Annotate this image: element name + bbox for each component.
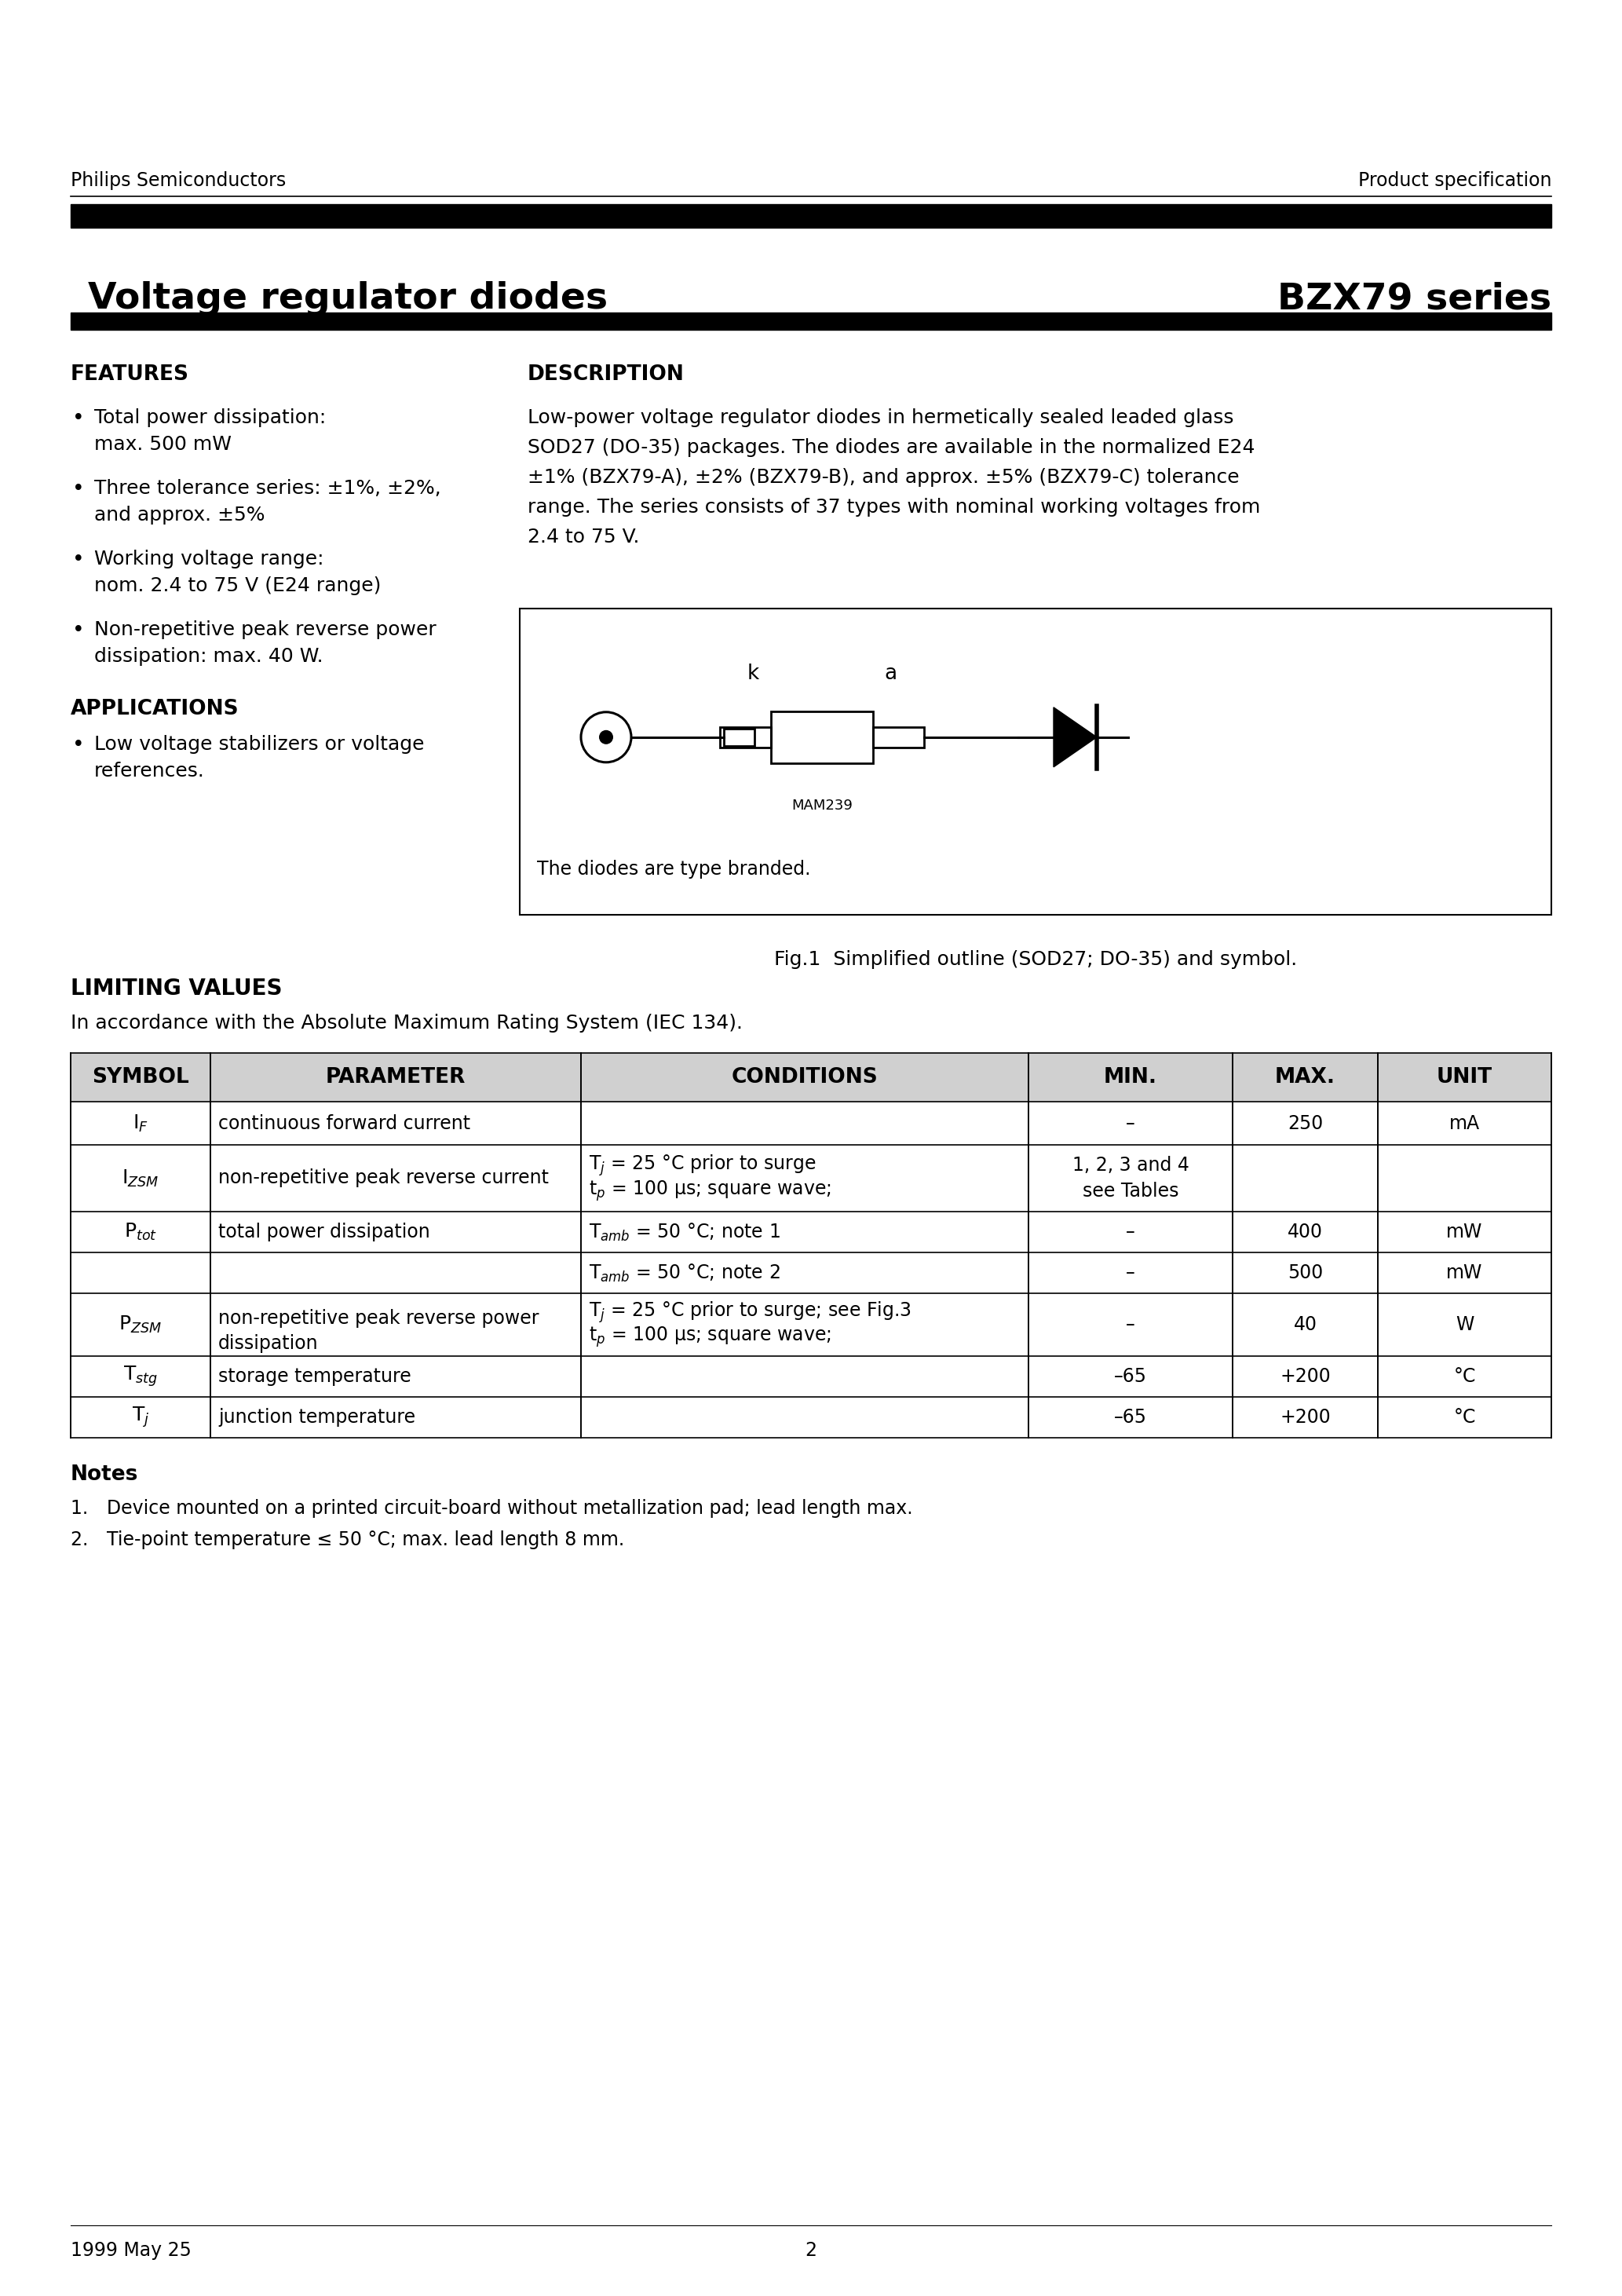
Text: UNIT: UNIT: [1437, 1068, 1492, 1088]
Text: 1, 2, 3 and 4: 1, 2, 3 and 4: [1072, 1157, 1189, 1176]
Text: MAX.: MAX.: [1275, 1068, 1335, 1088]
Text: Working voltage range:: Working voltage range:: [94, 549, 324, 569]
Text: T$_j$: T$_j$: [131, 1405, 149, 1430]
Text: SYMBOL: SYMBOL: [92, 1068, 190, 1088]
Text: t$_p$ = 100 μs; square wave;: t$_p$ = 100 μs; square wave;: [589, 1325, 832, 1350]
Text: –65: –65: [1114, 1407, 1147, 1426]
Text: +200: +200: [1280, 1366, 1330, 1387]
Text: Low-power voltage regulator diodes in hermetically sealed leaded glass: Low-power voltage regulator diodes in he…: [527, 409, 1234, 427]
Text: –: –: [1126, 1114, 1135, 1132]
Bar: [71, 312, 1551, 331]
Text: see Tables: see Tables: [1082, 1182, 1179, 1201]
Text: T$_{amb}$ = 50 °C; note 2: T$_{amb}$ = 50 °C; note 2: [589, 1263, 780, 1283]
Text: junction temperature: junction temperature: [219, 1407, 415, 1426]
Text: Philips Semiconductors: Philips Semiconductors: [71, 172, 285, 191]
Text: 2. Tie-point temperature ≤ 50 °C; max. lead length 8 mm.: 2. Tie-point temperature ≤ 50 °C; max. l…: [71, 1531, 624, 1550]
Text: Three tolerance series: ±1%, ±2%,: Three tolerance series: ±1%, ±2%,: [94, 480, 441, 498]
Text: P$_{ZSM}$: P$_{ZSM}$: [118, 1313, 162, 1334]
Text: dissipation: max. 40 W.: dissipation: max. 40 W.: [94, 647, 323, 666]
Text: T$_{stg}$: T$_{stg}$: [123, 1364, 157, 1389]
Bar: [723, 728, 754, 746]
Text: mW: mW: [1447, 1263, 1483, 1281]
Text: non-repetitive peak reverse power: non-repetitive peak reverse power: [219, 1309, 539, 1327]
Bar: [873, 728, 925, 748]
Text: a: a: [884, 664, 897, 684]
Text: and approx. ±5%: and approx. ±5%: [94, 505, 264, 523]
Text: SOD27 (DO-35) packages. The diodes are available in the normalized E24: SOD27 (DO-35) packages. The diodes are a…: [527, 439, 1255, 457]
Text: +200: +200: [1280, 1407, 1330, 1426]
Text: In accordance with the Absolute Maximum Rating System (IEC 134).: In accordance with the Absolute Maximum …: [71, 1015, 743, 1033]
Text: 1. Device mounted on a printed circuit-board without metallization pad; lead len: 1. Device mounted on a printed circuit-b…: [71, 1499, 913, 1518]
Text: W: W: [1455, 1316, 1474, 1334]
Text: t$_p$ = 100 μs; square wave;: t$_p$ = 100 μs; square wave;: [589, 1178, 832, 1203]
Text: 2: 2: [805, 2241, 817, 2259]
Text: Notes: Notes: [71, 1465, 138, 1486]
Text: °C: °C: [1453, 1407, 1476, 1426]
Bar: [720, 728, 770, 748]
Text: –: –: [1126, 1316, 1135, 1334]
Text: BZX79 series: BZX79 series: [1277, 280, 1551, 317]
Text: P$_{tot}$: P$_{tot}$: [123, 1221, 157, 1242]
Text: Voltage regulator diodes: Voltage regulator diodes: [88, 280, 608, 317]
Text: CONDITIONS: CONDITIONS: [732, 1068, 878, 1088]
Bar: [71, 1054, 1551, 1102]
Text: The diodes are type branded.: The diodes are type branded.: [537, 859, 811, 879]
Text: I$_F$: I$_F$: [133, 1114, 148, 1134]
Text: mW: mW: [1447, 1221, 1483, 1242]
Text: k: k: [748, 664, 759, 684]
Bar: [770, 712, 873, 762]
Text: Total power dissipation:: Total power dissipation:: [94, 409, 326, 427]
Text: Fig.1  Simplified outline (SOD27; DO-35) and symbol.: Fig.1 Simplified outline (SOD27; DO-35) …: [774, 951, 1298, 969]
Text: T$_j$ = 25 °C prior to surge; see Fig.3: T$_j$ = 25 °C prior to surge; see Fig.3: [589, 1300, 912, 1325]
Text: MAM239: MAM239: [792, 799, 853, 813]
Polygon shape: [1054, 707, 1096, 767]
Text: –65: –65: [1114, 1366, 1147, 1387]
Text: •: •: [73, 409, 84, 429]
Text: storage temperature: storage temperature: [219, 1366, 412, 1387]
Text: mA: mA: [1448, 1114, 1479, 1132]
Text: 250: 250: [1288, 1114, 1324, 1132]
Text: 500: 500: [1288, 1263, 1324, 1281]
Text: ±1% (BZX79-A), ±2% (BZX79-B), and approx. ±5% (BZX79-C) tolerance: ±1% (BZX79-A), ±2% (BZX79-B), and approx…: [527, 468, 1239, 487]
Text: dissipation: dissipation: [219, 1334, 318, 1352]
Text: 40: 40: [1293, 1316, 1317, 1334]
Text: MIN.: MIN.: [1105, 1068, 1156, 1088]
Bar: [519, 608, 1551, 914]
Text: Non-repetitive peak reverse power: Non-repetitive peak reverse power: [94, 620, 436, 638]
Text: Product specification: Product specification: [1358, 172, 1551, 191]
Text: •: •: [73, 480, 84, 501]
Text: non-repetitive peak reverse current: non-repetitive peak reverse current: [219, 1169, 548, 1187]
Bar: [71, 204, 1551, 227]
Text: DESCRIPTION: DESCRIPTION: [527, 365, 684, 386]
Text: total power dissipation: total power dissipation: [219, 1221, 430, 1242]
Text: 2.4 to 75 V.: 2.4 to 75 V.: [527, 528, 639, 546]
Text: FEATURES: FEATURES: [71, 365, 190, 386]
Text: PARAMETER: PARAMETER: [326, 1068, 466, 1088]
Text: range. The series consists of 37 types with nominal working voltages from: range. The series consists of 37 types w…: [527, 498, 1260, 517]
Text: •: •: [73, 735, 84, 755]
Text: °C: °C: [1453, 1366, 1476, 1387]
Text: references.: references.: [94, 762, 204, 781]
Text: T$_{amb}$ = 50 °C; note 1: T$_{amb}$ = 50 °C; note 1: [589, 1221, 780, 1242]
Text: •: •: [73, 620, 84, 641]
Text: Low voltage stabilizers or voltage: Low voltage stabilizers or voltage: [94, 735, 425, 753]
Text: 1999 May 25: 1999 May 25: [71, 2241, 191, 2259]
Circle shape: [599, 730, 613, 744]
Text: nom. 2.4 to 75 V (E24 range): nom. 2.4 to 75 V (E24 range): [94, 576, 381, 595]
Text: 400: 400: [1288, 1221, 1324, 1242]
Text: continuous forward current: continuous forward current: [219, 1114, 470, 1132]
Text: I$_{ZSM}$: I$_{ZSM}$: [122, 1169, 159, 1189]
Text: –: –: [1126, 1221, 1135, 1242]
Text: APPLICATIONS: APPLICATIONS: [71, 698, 238, 719]
Text: –: –: [1126, 1263, 1135, 1281]
Text: max. 500 mW: max. 500 mW: [94, 434, 232, 455]
Text: T$_j$ = 25 °C prior to surge: T$_j$ = 25 °C prior to surge: [589, 1153, 816, 1178]
Text: LIMITING VALUES: LIMITING VALUES: [71, 978, 282, 999]
Text: •: •: [73, 549, 84, 569]
